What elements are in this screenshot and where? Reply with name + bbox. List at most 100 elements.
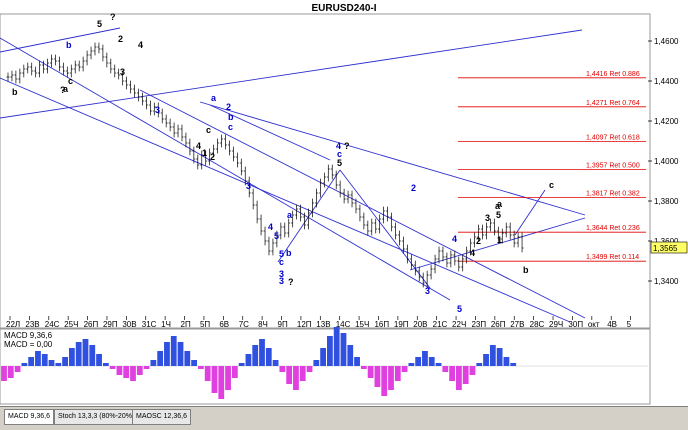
fib-level-label-1: 1,4271 Ret 0.764 <box>586 100 640 107</box>
x-tick-label-32: 5 <box>627 320 632 329</box>
wave-label-5: a <box>63 84 69 94</box>
fib-levels: 1,4416 Ret 0.886 1,4271 Ret 0.764 1,4097 R… <box>458 71 646 262</box>
fib-level-label-6: 1,3499 Ret 0.114 <box>586 254 639 261</box>
x-tick-label-15: 12П <box>297 320 312 329</box>
x-tick-label-23: 22Ч <box>452 320 466 329</box>
y-tick-label-3: 1,4000 <box>654 157 679 166</box>
wave-label-41: b <box>523 265 529 275</box>
x-tick-label-1: 23В <box>25 320 39 329</box>
wave-label-28: ? <box>288 277 294 287</box>
wave-label-32: 5 <box>337 158 342 168</box>
x-tick-label-20: 19П <box>394 320 409 329</box>
y-tick-label-2: 1,4200 <box>654 117 679 126</box>
x-tick-label-30: окт <box>588 320 600 329</box>
x-tick-label-31: 4В <box>607 320 617 329</box>
wave-label-22: 3 <box>279 269 284 279</box>
tab-maosc[interactable]: MAOSC 12,36,6 <box>132 409 191 425</box>
tab-macd[interactable]: MACD 9,36,6 <box>4 409 55 425</box>
wave-label-0: 5 <box>97 19 102 29</box>
x-tick-label-19: 16П <box>374 320 389 329</box>
macd-histogram <box>1 327 648 399</box>
current-price-label: 1,3565 <box>653 244 678 253</box>
wave-label-2: b <box>66 40 72 50</box>
trendline-0 <box>0 27 121 53</box>
trendline-3 <box>0 37 451 301</box>
trendline-5 <box>199 101 586 216</box>
x-tick-label-28: 29Ч <box>549 320 563 329</box>
wave-label-45: 4 <box>470 248 475 258</box>
x-tick-label-12: 7С <box>239 320 249 329</box>
macd-label: MACD 9,36,6 <box>4 331 53 340</box>
macd-value-label: MACD = 0,00 <box>4 340 53 349</box>
x-tick-label-10: 5П <box>200 320 210 329</box>
x-tick-label-17: 14С <box>336 320 351 329</box>
wave-label-11: 4 <box>196 141 201 151</box>
wave-label-37: 5 <box>457 304 462 314</box>
wave-label-36: 4 <box>452 234 457 244</box>
x-tick-label-24: 23П <box>471 320 486 329</box>
fib-level-label-2: 1,4097 Ret 0.618 <box>586 135 640 142</box>
wave-label-3: 3 <box>120 67 125 77</box>
wave-label-13: 2 <box>210 152 215 162</box>
x-tick-label-18: 15Ч <box>355 320 369 329</box>
x-tick-label-9: 2П <box>181 320 191 329</box>
wave-label-15: a <box>211 93 217 103</box>
fib-level-label-0: 1,4416 Ret 0.886 <box>586 71 640 78</box>
macd-panel-frame <box>0 328 651 405</box>
wave-label-31: c <box>337 149 342 159</box>
wave-label-26: c <box>279 257 284 267</box>
wave-label-30: ? <box>344 141 350 151</box>
wave-label-33: 2 <box>411 183 416 193</box>
main-plot-frame <box>0 13 651 329</box>
x-tick-label-7: 31С <box>142 320 157 329</box>
wave-label-42: c <box>549 180 554 190</box>
x-tick-label-27: 28С <box>530 320 545 329</box>
x-tick-label-16: 13В <box>316 320 330 329</box>
y-tick-label-1: 1,4400 <box>654 77 679 86</box>
x-tick-label-3: 25Ч <box>64 320 78 329</box>
wave-label-12: 1 <box>202 148 207 158</box>
wave-label-17: b <box>228 112 234 122</box>
current-price-tag: 1,3565 <box>650 241 688 254</box>
x-tick-label-29: 30П <box>568 320 583 329</box>
trendlines <box>0 27 586 323</box>
trendline-2 <box>0 77 571 323</box>
wave-label-18: c <box>228 122 233 132</box>
wave-label-16: 2 <box>226 102 231 112</box>
x-tick-label-6: 30В <box>122 320 136 329</box>
fib-level-label-4: 1,3817 Ret 0.382 <box>586 191 640 198</box>
wave-label-10: c <box>206 125 211 135</box>
wave-label-35: 3 <box>425 286 430 296</box>
wave-label-39: 5 <box>496 210 501 220</box>
wave-label-4: 4 <box>138 40 143 50</box>
wave-label-8: b <box>12 87 18 97</box>
fib-level-label-3: 1,3957 Ret 0.500 <box>586 163 640 170</box>
x-tick-label-25: 26П <box>491 320 506 329</box>
x-tick-label-13: 8Ч <box>258 320 268 329</box>
wave-label-34: a <box>497 199 503 209</box>
chart-svg: EURUSD240-I 1,4416 Ret 0.886 1,4271 Ret 0… <box>0 3 688 405</box>
x-tick-label-26: 27В <box>510 320 524 329</box>
x-tick-label-2: 24С <box>45 320 60 329</box>
wave-label-43: 1 <box>497 235 502 245</box>
wave-label-29: 4 <box>336 141 341 151</box>
wave-label-38: a <box>495 201 501 211</box>
x-tick-label-0: 22Л <box>6 320 20 329</box>
x-tick-label-5: 29П <box>103 320 118 329</box>
wave-label-20: 5 <box>274 231 279 241</box>
wave-label-23: a <box>287 210 293 220</box>
trendline-1 <box>0 29 583 119</box>
wave-label-1: ? <box>110 12 116 22</box>
wave-label-14: 3 <box>155 105 160 115</box>
x-tick-label-4: 26П <box>84 320 99 329</box>
x-axis: 22Л 23В 24С 25Ч 26П 29П 30В 31С 1Ч 2П 5П 6В 7С 8Ч 9П 12… <box>6 316 632 329</box>
tab-stoch[interactable]: Stoch 13,3,3 (80%-20%) <box>54 409 139 425</box>
current-price-box <box>650 241 688 254</box>
y-tick-label-0: 1,4600 <box>654 37 679 46</box>
chart-title: EURUSD240-I <box>311 3 376 14</box>
wave-label-19: 3 <box>246 181 251 191</box>
candles <box>6 42 524 288</box>
x-tick-label-21: 20В <box>413 320 427 329</box>
wave-label-24: b <box>286 248 292 258</box>
